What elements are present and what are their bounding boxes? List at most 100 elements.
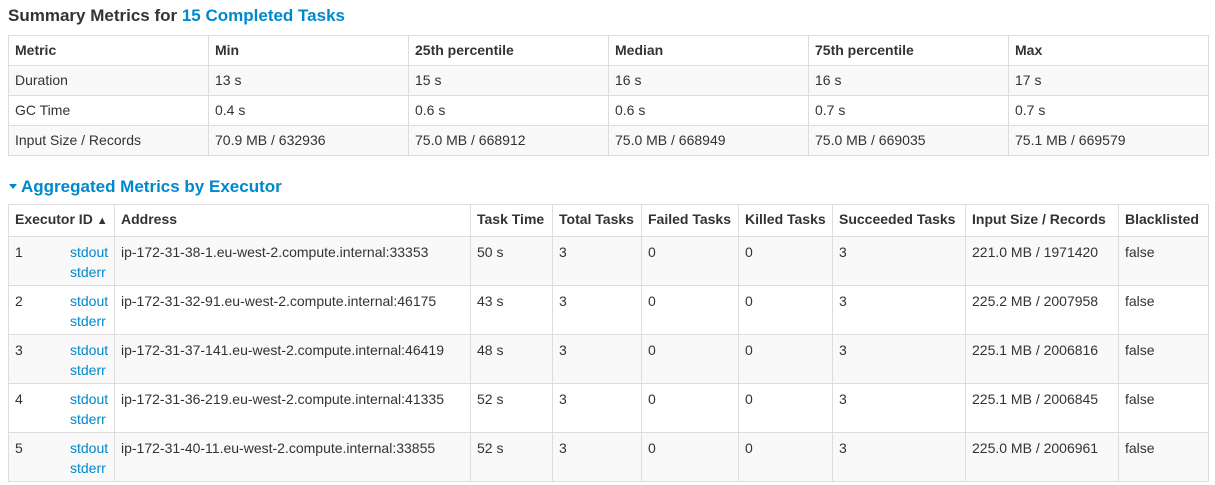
stdout-link[interactable]: stdout (70, 244, 109, 260)
killed-tasks-cell: 0 (738, 285, 833, 335)
table-cell: 75.0 MB / 669035 (808, 125, 1009, 156)
stdout-link[interactable]: stdout (70, 293, 109, 309)
summary-col-p75[interactable]: 75th percentile (808, 35, 1009, 66)
log-links: stdout stderr (70, 389, 108, 429)
killed-tasks-cell: 0 (738, 432, 833, 482)
blacklisted-cell: false (1118, 432, 1209, 482)
completed-tasks-link[interactable]: 15 Completed Tasks (181, 6, 345, 25)
summary-col-median[interactable]: Median (608, 35, 809, 66)
table-row: 3 stdout stderr ip-172-31-37-141.eu-west-2… (8, 334, 1209, 384)
address-cell: ip-172-31-38-1.eu-west-2.compute.interna… (114, 236, 471, 286)
executor-id: 5 (15, 440, 23, 456)
aggregated-metrics-title: Aggregated Metrics by Executor (21, 177, 282, 196)
col-killed-tasks[interactable]: Killed Tasks (738, 204, 833, 237)
executor-header-row: Executor ID ▲ Address Task Time Total Ta… (8, 204, 1209, 237)
succeeded-tasks-cell: 3 (832, 383, 966, 433)
input-size-cell: 221.0 MB / 1971420 (965, 236, 1119, 286)
failed-tasks-cell: 0 (641, 432, 739, 482)
table-cell: Input Size / Records (8, 125, 209, 156)
executor-id-cell: 1 stdout stderr (8, 236, 115, 286)
failed-tasks-cell: 0 (641, 236, 739, 286)
table-cell: 13 s (208, 65, 409, 96)
summary-col-metric[interactable]: Metric (8, 35, 209, 66)
executor-id-cell: 5 stdout stderr (8, 432, 115, 482)
table-cell: 17 s (1008, 65, 1209, 96)
log-links: stdout stderr (70, 242, 108, 282)
log-links: stdout stderr (70, 438, 108, 478)
col-address[interactable]: Address (114, 204, 471, 237)
table-cell: Duration (8, 65, 209, 96)
stderr-link[interactable]: stderr (70, 313, 106, 329)
killed-tasks-cell: 0 (738, 334, 833, 384)
executor-id: 4 (15, 391, 23, 407)
succeeded-tasks-cell: 3 (832, 236, 966, 286)
col-succeeded-tasks[interactable]: Succeeded Tasks (832, 204, 966, 237)
killed-tasks-cell: 0 (738, 383, 833, 433)
col-total-tasks[interactable]: Total Tasks (552, 204, 642, 237)
succeeded-tasks-cell: 3 (832, 334, 966, 384)
blacklisted-cell: false (1118, 334, 1209, 384)
table-row: 2 stdout stderr ip-172-31-32-91.eu-west-2.… (8, 285, 1209, 335)
table-row: GC Time 0.4 s 0.6 s 0.6 s 0.7 s 0.7 s (8, 95, 1209, 126)
failed-tasks-cell: 0 (641, 334, 739, 384)
table-row: 5 stdout stderr ip-172-31-40-11.eu-west-2.… (8, 432, 1209, 482)
total-tasks-cell: 3 (552, 236, 642, 286)
stderr-link[interactable]: stderr (70, 460, 106, 476)
task-time-cell: 48 s (470, 334, 553, 384)
summary-heading: Summary Metrics for 15 Completed Tasks (8, 0, 1208, 31)
address-cell: ip-172-31-32-91.eu-west-2.compute.intern… (114, 285, 471, 335)
stdout-link[interactable]: stdout (70, 391, 109, 407)
input-size-cell: 225.0 MB / 2006961 (965, 432, 1119, 482)
col-failed-tasks[interactable]: Failed Tasks (641, 204, 739, 237)
total-tasks-cell: 3 (552, 432, 642, 482)
killed-tasks-cell: 0 (738, 236, 833, 286)
col-task-time[interactable]: Task Time (470, 204, 553, 237)
table-row: 4 stdout stderr ip-172-31-36-219.eu-west-2… (8, 383, 1209, 433)
input-size-cell: 225.1 MB / 2006816 (965, 334, 1119, 384)
input-size-cell: 225.1 MB / 2006845 (965, 383, 1119, 433)
blacklisted-cell: false (1118, 236, 1209, 286)
stderr-link[interactable]: stderr (70, 264, 106, 280)
table-cell: 0.4 s (208, 95, 409, 126)
executor-id: 3 (15, 342, 23, 358)
col-blacklisted[interactable]: Blacklisted (1118, 204, 1209, 237)
executor-id-cell: 4 stdout stderr (8, 383, 115, 433)
table-cell: GC Time (8, 95, 209, 126)
task-time-cell: 52 s (470, 432, 553, 482)
stderr-link[interactable]: stderr (70, 411, 106, 427)
stderr-link[interactable]: stderr (70, 362, 106, 378)
stdout-link[interactable]: stdout (70, 342, 109, 358)
address-cell: ip-172-31-40-11.eu-west-2.compute.intern… (114, 432, 471, 482)
stdout-link[interactable]: stdout (70, 440, 109, 456)
log-links: stdout stderr (70, 291, 108, 331)
col-input-size[interactable]: Input Size / Records (965, 204, 1119, 237)
failed-tasks-cell: 0 (641, 285, 739, 335)
input-size-cell: 225.2 MB / 2007958 (965, 285, 1119, 335)
summary-metrics-table: Metric Min 25th percentile Median 75th p… (8, 35, 1209, 156)
table-cell: 75.0 MB / 668949 (608, 125, 809, 156)
col-executor-id[interactable]: Executor ID ▲ (8, 204, 115, 237)
executor-id: 2 (15, 293, 23, 309)
blacklisted-cell: false (1118, 383, 1209, 433)
table-cell: 0.6 s (608, 95, 809, 126)
summary-title-prefix: Summary Metrics for (8, 6, 182, 25)
table-row: Duration 13 s 15 s 16 s 16 s 17 s (8, 65, 1209, 96)
table-cell: 0.7 s (1008, 95, 1209, 126)
aggregated-metrics-toggle[interactable]: Aggregated Metrics by Executor (8, 175, 1208, 199)
succeeded-tasks-cell: 3 (832, 432, 966, 482)
table-cell: 75.1 MB / 669579 (1008, 125, 1209, 156)
table-cell: 15 s (408, 65, 609, 96)
executor-id-cell: 3 stdout stderr (8, 334, 115, 384)
executor-metrics-table: Executor ID ▲ Address Task Time Total Ta… (8, 204, 1209, 482)
caret-down-icon (9, 183, 17, 189)
summary-col-min[interactable]: Min (208, 35, 409, 66)
total-tasks-cell: 3 (552, 285, 642, 335)
address-cell: ip-172-31-36-219.eu-west-2.compute.inter… (114, 383, 471, 433)
table-cell: 16 s (608, 65, 809, 96)
table-row: 1 stdout stderr ip-172-31-38-1.eu-west-2.c… (8, 236, 1209, 286)
summary-col-p25[interactable]: 25th percentile (408, 35, 609, 66)
blacklisted-cell: false (1118, 285, 1209, 335)
summary-col-max[interactable]: Max (1008, 35, 1209, 66)
table-cell: 70.9 MB / 632936 (208, 125, 409, 156)
